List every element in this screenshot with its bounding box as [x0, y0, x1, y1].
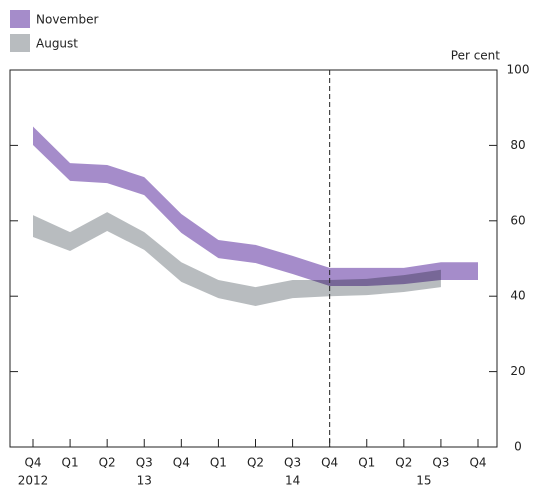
y-tick-label: 80 — [510, 138, 525, 152]
legend-swatch — [10, 34, 30, 52]
year-label: 13 — [137, 474, 152, 488]
x-tick-label: Q2 — [99, 456, 116, 470]
legend-label: August — [36, 37, 78, 51]
x-tick-label: Q1 — [358, 456, 375, 470]
year-label: 2012 — [18, 474, 49, 488]
x-tick-label: Q2 — [395, 456, 412, 470]
legend-label: November — [36, 13, 98, 27]
y-tick-label: 100 — [507, 63, 530, 77]
year-label: 14 — [285, 474, 300, 488]
x-tick-label: Q3 — [284, 456, 301, 470]
x-tick-label: Q1 — [210, 456, 227, 470]
x-tick-label: Q3 — [136, 456, 153, 470]
x-tick-label: Q3 — [432, 456, 449, 470]
x-tick-label: Q4 — [321, 456, 338, 470]
band-area — [33, 126, 478, 287]
year-label: 15 — [416, 474, 431, 488]
y-tick-label: 60 — [510, 213, 525, 227]
unit-label: Per cent — [451, 49, 501, 63]
legend-swatch — [10, 10, 30, 28]
x-tick-label: Q2 — [247, 456, 264, 470]
y-tick-label: 20 — [510, 364, 525, 378]
x-tick-label: Q4 — [24, 456, 41, 470]
x-tick-label: Q1 — [62, 456, 79, 470]
y-tick-label: 40 — [510, 289, 525, 303]
plot-frame — [9, 69, 498, 448]
x-tick-label: Q4 — [173, 456, 190, 470]
y-tick-label: 0 — [514, 440, 522, 454]
x-tick-label: Q4 — [469, 456, 486, 470]
